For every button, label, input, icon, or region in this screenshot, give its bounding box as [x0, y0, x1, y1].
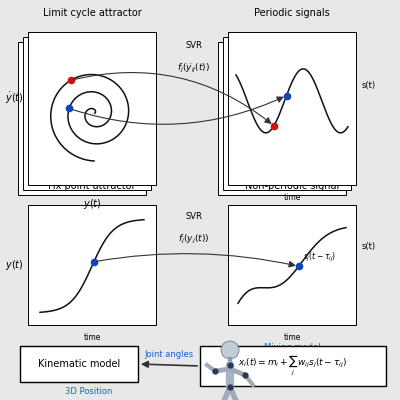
Text: $y(t)$: $y(t)$ [5, 258, 23, 272]
Text: Fix point attractor: Fix point attractor [48, 181, 136, 191]
Text: $\dot{y}(t)$: $\dot{y}(t)$ [5, 91, 23, 106]
Bar [223, 37, 351, 190]
Text: s(t): s(t) [362, 81, 376, 90]
Text: $f_j(y_j(t))$: $f_j(y_j(t))$ [178, 233, 210, 246]
Text: Kinematic model: Kinematic model [38, 359, 120, 369]
Text: Limit cycle attractor: Limit cycle attractor [43, 8, 141, 18]
Bar [218, 42, 346, 195]
Text: time: time [83, 333, 101, 342]
Text: time: time [283, 193, 301, 202]
Text: $s_j(t-\tau_{ij})$: $s_j(t-\tau_{ij})$ [303, 251, 336, 264]
Circle shape [221, 341, 239, 359]
Bar [228, 205, 356, 325]
Bar [28, 32, 156, 185]
Bar [228, 32, 356, 185]
Text: $s_j(t-\tau_{ij})$: $s_j(t-\tau_{ij})$ [268, 112, 301, 125]
Text: Periodic signals: Periodic signals [254, 8, 330, 18]
Text: $f_j(\widetilde{y}_{ij}(t))$: $f_j(\widetilde{y}_{ij}(t))$ [178, 62, 210, 75]
Text: time: time [283, 333, 301, 342]
Text: SVR: SVR [186, 212, 202, 221]
Text: SVR: SVR [186, 40, 202, 50]
Text: s(t): s(t) [362, 242, 376, 252]
Bar [23, 37, 151, 190]
Text: Mixing model: Mixing model [264, 343, 320, 352]
Bar [200, 346, 386, 386]
Text: $x_i(t)=m_i+\sum_j w_{ij}s_j(t-\tau_{ij})$: $x_i(t)=m_i+\sum_j w_{ij}s_j(t-\tau_{ij}… [238, 354, 348, 378]
Text: $y(t)$: $y(t)$ [83, 197, 101, 211]
Text: Non-periodic signal: Non-periodic signal [245, 181, 339, 191]
Text: 3D Position: 3D Position [65, 387, 113, 396]
Text: Joint angles: Joint angles [144, 350, 194, 359]
Bar [20, 346, 138, 382]
Bar [18, 42, 146, 195]
Bar [28, 205, 156, 325]
